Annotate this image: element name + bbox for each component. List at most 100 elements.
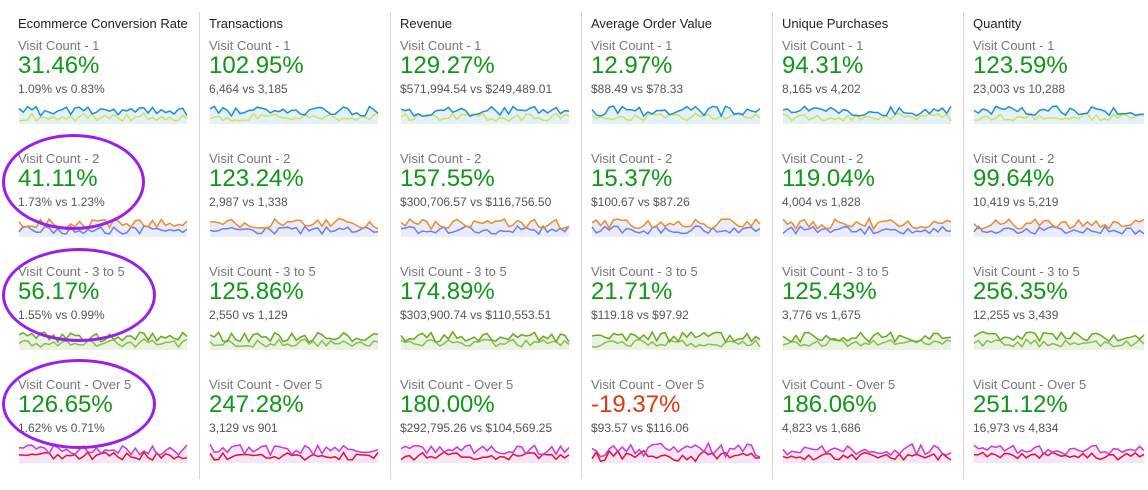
percent-change: 56.17% (18, 278, 100, 305)
sparkline-comparison-line (973, 111, 1145, 122)
sparkline-primary-line (209, 105, 379, 118)
sparkline-primary-line (782, 443, 952, 457)
sparkline-area (401, 445, 569, 463)
sparkline-comparison-line (209, 338, 379, 348)
percent-change: 251.12% (973, 391, 1068, 418)
percent-change: 102.95% (209, 52, 304, 79)
sparkline-primary-line (782, 105, 952, 117)
scorecard-cell-visit-count-2[interactable]: Visit Count - 2 157.55% $300,706.57 vs $11… (400, 151, 580, 264)
segment-label: Visit Count - 1 (973, 38, 1055, 53)
scorecard-cell-visit-count-over-5[interactable]: Visit Count - Over 5 251.12% 16,973 vs 4,8… (973, 377, 1148, 490)
sparkline-comparison-line (973, 225, 1145, 236)
percent-change: 123.24% (209, 165, 304, 192)
sparkline (18, 105, 188, 124)
sparkline (591, 218, 761, 237)
scorecard-cell-visit-count-2[interactable]: Visit Count - 2 123.24% 2,987 vs 1,338 (209, 151, 389, 264)
sparkline-primary-line (18, 217, 188, 231)
scorecard-cell-visit-count-3-to-5[interactable]: Visit Count - 3 to 5 56.17% 1.55% vs 0.99% (18, 264, 198, 377)
sparkline-primary-line (18, 105, 188, 118)
sparkline-comparison-line (400, 224, 570, 236)
comparison-values: 3,776 vs 1,675 (782, 308, 861, 322)
sparkline (209, 217, 379, 237)
percent-change: 125.43% (782, 278, 877, 305)
percent-change: 31.46% (18, 52, 100, 79)
comparison-values: $88.49 vs $78.33 (591, 82, 684, 96)
segment-label: Visit Count - Over 5 (209, 377, 323, 392)
metric-column-revenue: Revenue Visit Count - 1 129.27% $571,994.54… (400, 0, 580, 479)
comparison-values: 16,973 vs 4,834 (973, 421, 1059, 435)
scorecard-cell-visit-count-2[interactable]: Visit Count - 2 119.04% 4,004 vs 1,828 (782, 151, 962, 264)
sparkline (209, 330, 379, 350)
percent-change: 123.59% (973, 52, 1068, 79)
scorecard-cell-visit-count-1[interactable]: Visit Count - 1 12.97% $88.49 vs $78.33 (591, 38, 771, 151)
metric-column-ecommerce-conversion-rate: Ecommerce Conversion Rate Visit Count - 1… (18, 0, 198, 479)
scorecard-cell-visit-count-1[interactable]: Visit Count - 1 94.31% 8,165 vs 4,202 (782, 38, 962, 151)
sparkline-primary-line (209, 330, 379, 344)
percent-change: 94.31% (782, 52, 864, 79)
sparkline-comparison-line (400, 338, 570, 348)
comparison-values: $300,706.57 vs $116,756.50 (400, 195, 552, 209)
sparkline (591, 441, 761, 463)
scorecard-cell-visit-count-2[interactable]: Visit Count - 2 15.37% $100.67 vs $87.26 (591, 151, 771, 264)
comparison-values: 1.09% vs 0.83% (18, 82, 105, 96)
percent-change: 129.27% (400, 52, 495, 79)
scorecard-cell-visit-count-3-to-5[interactable]: Visit Count - 3 to 5 125.86% 2,550 vs 1,12… (209, 264, 389, 377)
scorecard-cell-visit-count-3-to-5[interactable]: Visit Count - 3 to 5 174.89% $303,900.74 v… (400, 264, 580, 377)
sparkline (782, 105, 952, 124)
sparkline-comparison-line (782, 338, 952, 348)
comparison-values: $292,795.26 vs $104,569.25 (400, 421, 553, 435)
percent-change: -19.37% (591, 391, 681, 418)
metric-header: Revenue (400, 16, 453, 31)
segment-label: Visit Count - 1 (209, 38, 291, 53)
scorecard-cell-visit-count-2[interactable]: Visit Count - 2 41.11% 1.73% vs 1.23% (18, 151, 198, 264)
comparison-values: 6,464 vs 3,185 (209, 82, 288, 96)
sparkline-area (19, 106, 187, 124)
comparison-values: 3,129 vs 901 (209, 421, 278, 435)
sparkline-primary-line (973, 444, 1145, 456)
sparkline (973, 217, 1145, 237)
sparkline-primary-line (400, 105, 570, 117)
sparkline-comparison-line (18, 338, 188, 349)
segment-label: Visit Count - Over 5 (400, 377, 514, 392)
sparkline-primary-line (782, 331, 952, 344)
comparison-values: $303,900.74 vs $110,553.51 (400, 308, 552, 322)
sparkline-comparison-line (782, 225, 952, 236)
segment-label: Visit Count - 3 to 5 (400, 264, 507, 279)
scorecard-cell-visit-count-3-to-5[interactable]: Visit Count - 3 to 5 125.43% 3,776 vs 1,67… (782, 264, 962, 377)
comparison-values: 2,550 vs 1,129 (209, 308, 288, 322)
scorecard-cell-visit-count-over-5[interactable]: Visit Count - Over 5 247.28% 3,129 vs 901 (209, 377, 389, 490)
scorecard-cell-visit-count-1[interactable]: Visit Count - 1 102.95% 6,464 vs 3,185 (209, 38, 389, 151)
scorecard-cell-visit-count-over-5[interactable]: Visit Count - Over 5 126.65% 1.62% vs 0.71… (18, 377, 198, 490)
sparkline-primary-line (400, 444, 570, 456)
scorecard-cell-visit-count-1[interactable]: Visit Count - 1 129.27% $571,994.54 vs $24… (400, 38, 580, 151)
segment-label: Visit Count - 3 to 5 (209, 264, 316, 279)
column-divider (963, 12, 964, 479)
sparkline (18, 331, 188, 350)
segment-label: Visit Count - Over 5 (18, 377, 132, 392)
sparkline (782, 443, 952, 463)
scorecard-cell-visit-count-over-5[interactable]: Visit Count - Over 5 -19.37% $93.57 vs $11… (591, 377, 771, 490)
scorecard-cell-visit-count-3-to-5[interactable]: Visit Count - 3 to 5 256.35% 12,255 vs 3,4… (973, 264, 1148, 377)
sparkline-comparison-line (591, 338, 761, 348)
segment-label: Visit Count - Over 5 (591, 377, 705, 392)
segment-label: Visit Count - Over 5 (782, 377, 896, 392)
segment-label: Visit Count - 1 (18, 38, 100, 53)
sparkline (18, 444, 188, 463)
comparison-values: 1.62% vs 0.71% (18, 421, 105, 435)
comparison-values: 1.55% vs 0.99% (18, 308, 105, 322)
segment-label: Visit Count - 2 (591, 151, 673, 166)
scorecard-cell-visit-count-3-to-5[interactable]: Visit Count - 3 to 5 21.71% $119.18 vs $97… (591, 264, 771, 377)
sparkline-comparison-line (209, 225, 379, 236)
scorecard-cell-visit-count-over-5[interactable]: Visit Count - Over 5 186.06% 4,823 vs 1,68… (782, 377, 962, 490)
percent-change: 157.55% (400, 165, 495, 192)
scorecard-cell-visit-count-over-5[interactable]: Visit Count - Over 5 180.00% $292,795.26 v… (400, 377, 580, 490)
percent-change: 41.11% (18, 165, 98, 192)
comparison-values: $93.57 vs $116.06 (591, 421, 689, 435)
sparkline-primary-line (591, 330, 761, 344)
scorecard-cell-visit-count-1[interactable]: Visit Count - 1 31.46% 1.09% vs 0.83% (18, 38, 198, 151)
scorecard-cell-visit-count-1[interactable]: Visit Count - 1 123.59% 23,003 vs 10,288 (973, 38, 1148, 151)
sparkline-comparison-line (591, 112, 761, 122)
scorecard-cell-visit-count-2[interactable]: Visit Count - 2 99.64% 10,419 vs 5,219 (973, 151, 1148, 264)
segment-label: Visit Count - Over 5 (973, 377, 1087, 392)
sparkline (591, 105, 761, 124)
